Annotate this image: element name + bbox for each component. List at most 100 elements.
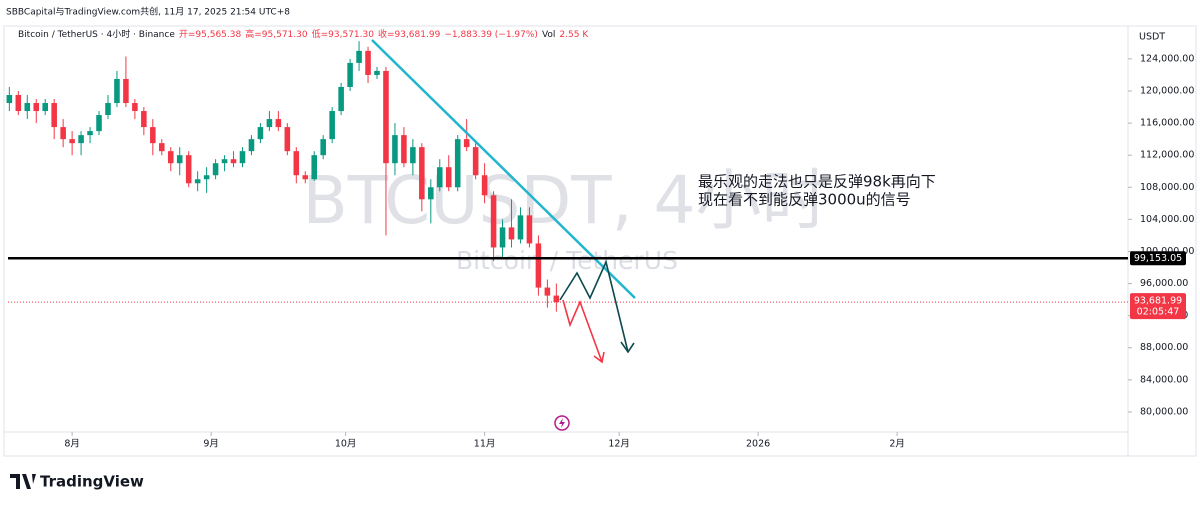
ohlc-value: 收=93,681.99 <box>378 28 441 40</box>
candle-body <box>374 70 380 75</box>
candle-body <box>230 159 237 164</box>
candle-body <box>517 215 524 240</box>
candle-body <box>365 50 371 75</box>
candle-body <box>203 175 210 180</box>
candle-body <box>454 139 461 188</box>
candle-body <box>284 127 291 152</box>
candle-body <box>463 139 470 148</box>
candle-body <box>472 147 479 176</box>
candle-body <box>141 111 147 128</box>
candle-body <box>96 115 102 132</box>
y-tick-label: 108,000.00 <box>1140 182 1194 193</box>
candle-body <box>167 151 174 164</box>
candle-body <box>410 147 416 164</box>
hline-label: 99,153.05 <box>1134 253 1182 264</box>
y-tick-label: 104,000.00 <box>1140 214 1194 225</box>
candle-body <box>445 167 452 188</box>
y-tick-label: 84,000.00 <box>1140 374 1188 385</box>
trend-line <box>371 39 636 299</box>
candle-body <box>526 215 533 244</box>
candle-body <box>132 103 138 112</box>
y-tick-label: 124,000.00 <box>1140 53 1194 64</box>
projection-path <box>562 299 603 363</box>
y-tick-label: 116,000.00 <box>1140 118 1194 129</box>
candle-body <box>60 127 66 140</box>
candle-body <box>87 131 93 136</box>
candle-body <box>78 135 84 144</box>
candle-body <box>311 155 318 180</box>
candle-body <box>221 159 228 164</box>
last-price-box <box>1130 293 1186 320</box>
ohlc-value: −1,883.39 (−1.97%) <box>444 30 538 40</box>
annotation: 最乐观的走法也只是反弹98k再向下 <box>698 173 936 191</box>
candle-body <box>436 167 443 188</box>
candle-body <box>150 127 156 144</box>
candle-body <box>176 155 183 164</box>
candle-body <box>401 135 407 164</box>
arrow-head <box>593 351 605 364</box>
candle-body <box>6 94 13 104</box>
candle-body <box>392 135 398 164</box>
candle-body <box>42 103 48 112</box>
candle-body <box>159 143 165 152</box>
x-tick-label: 2026 <box>746 439 770 450</box>
candle-body <box>24 103 31 112</box>
symbol: Bitcoin / TetherUS · 4小时 · Binance <box>18 28 175 40</box>
candle-body <box>347 62 353 87</box>
source-caption: SBBCapital与TradingView.com共创, 11月 17, 20… <box>6 6 290 18</box>
x-tick-label: 12月 <box>608 439 630 450</box>
candle-body <box>194 179 201 184</box>
candle-body <box>239 151 246 164</box>
watermark-sub: Bitcoin / TetherUS <box>456 246 678 275</box>
candle-body <box>499 227 506 248</box>
candle-body <box>329 111 335 140</box>
candle-body <box>266 119 273 128</box>
candle-body <box>428 187 434 200</box>
candle-body <box>481 175 488 196</box>
x-tick-label: 2月 <box>889 439 905 450</box>
candle-body <box>51 103 57 128</box>
candle-body <box>553 295 560 303</box>
y-tick-label: 88,000.00 <box>1140 342 1188 353</box>
candle-body <box>275 119 282 128</box>
candle-body <box>338 86 344 112</box>
brand-logo: TradingView <box>10 473 144 491</box>
x-tick-label: 8月 <box>64 439 80 450</box>
candle-body <box>490 195 497 248</box>
candle-body <box>105 103 111 116</box>
currency-label: USDT <box>1139 32 1165 43</box>
plot <box>6 41 560 312</box>
event-icon[interactable] <box>554 415 570 431</box>
candle-body <box>419 147 425 200</box>
volume-value: 2.55 K <box>559 30 589 40</box>
candle-body <box>257 127 264 140</box>
legend: Bitcoin / TetherUS · 4小时 · Binance 开=95,5… <box>18 28 589 40</box>
ohlc-value: 高=95,571.30 <box>245 28 308 40</box>
candle-body <box>15 94 22 112</box>
candle-body <box>248 139 255 152</box>
candle-body <box>212 163 219 176</box>
candle-body <box>320 139 326 156</box>
candle-body <box>302 175 309 180</box>
ohlc-value: 低=93,571.30 <box>312 28 375 40</box>
candle-body <box>383 70 389 164</box>
candle-body <box>535 243 542 288</box>
hline-box <box>1130 251 1186 266</box>
volume-label: Vol <box>542 30 555 40</box>
x-tick-label: 11月 <box>474 439 496 450</box>
candle-body <box>356 50 362 63</box>
logo-mark <box>10 474 36 489</box>
projection-path <box>559 259 629 353</box>
annotation: 现在看不到能反弹3000u的信号 <box>698 191 911 209</box>
event-icon-bolt <box>559 418 565 428</box>
y-tick-label: 120,000.00 <box>1140 85 1194 96</box>
candle-body <box>544 287 551 296</box>
candle-body <box>69 139 75 144</box>
last-price-label: 93,681.99 <box>1134 296 1182 307</box>
candle-body <box>293 151 300 176</box>
candle-body <box>123 78 129 104</box>
y-tick-label: 80,000.00 <box>1140 406 1188 417</box>
countdown: 02:05:47 <box>1137 307 1180 318</box>
